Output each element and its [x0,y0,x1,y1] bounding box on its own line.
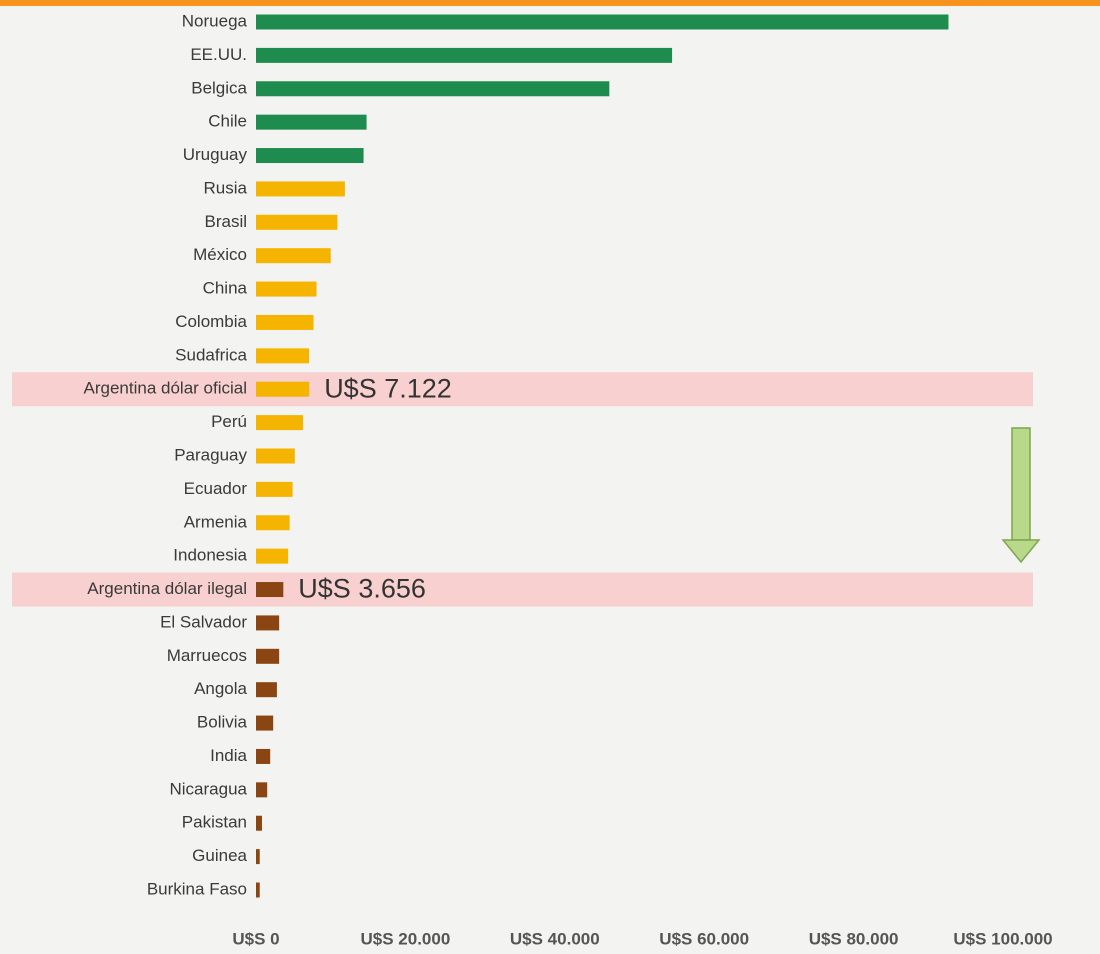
bar [256,748,271,764]
bar [256,348,310,364]
category-label: Pakistan [182,813,247,832]
bar [256,615,280,631]
bar [256,548,289,564]
bar [256,849,260,865]
category-label: Sudafrica [175,345,247,364]
bar [256,314,314,330]
category-label: Belgica [191,78,247,97]
category-label: Chile [208,112,247,131]
x-tick-label: U$S 60.000 [659,929,749,948]
highlight-band [12,572,1033,607]
value-label: U$S 3.656 [298,574,426,604]
category-label: Noruega [182,11,248,30]
x-tick-label: U$S 80.000 [809,929,899,948]
category-label: Indonesia [173,546,247,565]
category-label: Guinea [192,846,247,865]
category-label: Brasil [204,212,247,231]
x-tick-label: U$S 0 [232,929,279,948]
category-label: Rusia [204,178,248,197]
category-label: México [193,245,247,264]
category-label: Paraguay [174,445,247,464]
bar [256,281,317,297]
category-label: Colombia [175,312,247,331]
category-label: Burkina Faso [147,879,247,898]
bar [256,515,290,531]
top-bar [0,0,1100,6]
bar [256,114,367,130]
x-tick-label: U$S 40.000 [510,929,600,948]
category-label: Perú [211,412,247,431]
value-label: U$S 7.122 [324,373,452,403]
bar [256,715,274,731]
bar [256,648,280,664]
bar [256,47,673,63]
category-label: China [203,279,248,298]
bar [256,14,949,30]
bar [256,415,304,431]
category-label: El Salvador [160,612,247,631]
bar [256,181,345,197]
bar [256,582,284,598]
bar [256,381,310,397]
bar [256,81,610,97]
category-label: Armenia [184,512,248,531]
bar [256,815,262,831]
x-tick-label: U$S 20.000 [361,929,451,948]
down-arrow [1001,427,1041,564]
bar [256,882,260,898]
category-label: Ecuador [184,479,248,498]
highlight-band [12,372,1033,407]
x-tick-label: U$S 100.000 [953,929,1052,948]
bar [256,448,295,464]
category-label: Nicaragua [170,779,248,798]
bar [256,148,364,164]
category-label: Angola [194,679,247,698]
bar [256,248,331,264]
bar [256,214,338,230]
bar [256,481,293,497]
bar [256,682,277,698]
category-label: Marruecos [167,646,247,665]
category-label: EE.UU. [190,45,247,64]
category-label: India [210,746,247,765]
category-label: Uruguay [183,145,248,164]
category-label: Bolivia [197,713,248,732]
bar [256,782,268,798]
category-label: Argentina dólar ilegal [87,579,247,598]
category-label: Argentina dólar oficial [84,379,247,398]
